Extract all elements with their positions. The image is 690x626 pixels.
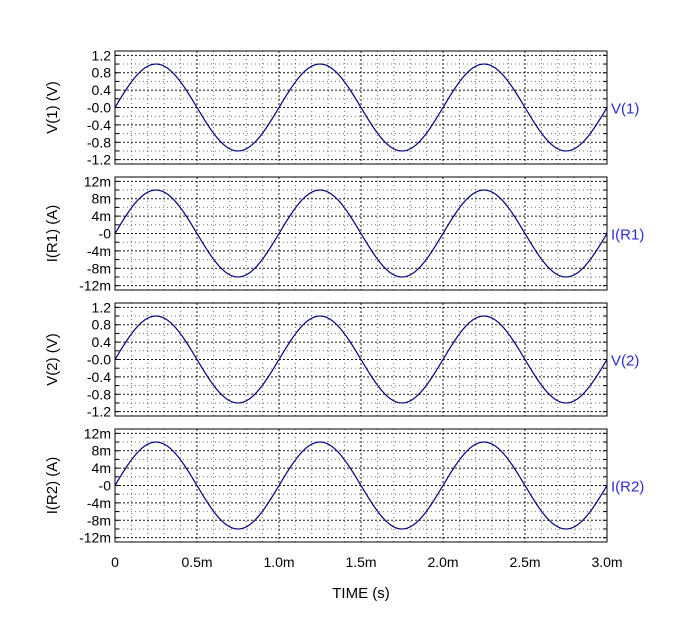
series-label: V(2) [611, 353, 639, 370]
y-tick-label: -0.4 [87, 369, 111, 385]
series-line [114, 441, 608, 530]
y-tick-label: -8m [87, 260, 111, 276]
y-tick-label: 0.4 [92, 82, 112, 98]
y-tick-label: -4m [87, 495, 111, 511]
series-line [114, 63, 608, 152]
y-tick-label: 12m [84, 173, 111, 189]
y-tick-label: 8m [92, 191, 111, 207]
y-tick-label: -0.8 [87, 134, 111, 150]
series-label: I(R2) [611, 479, 644, 496]
y-tick-label: 1.2 [92, 299, 112, 315]
y-tick-label: -1.2 [87, 152, 111, 168]
panel-1: 1.2 0.80.4 -0.0-0.4-0.8 -1.2 V(1) (V) V(1) [44, 47, 639, 167]
y-tick-label: -8m [87, 512, 111, 528]
y-tick-label: -0.0 [87, 352, 111, 368]
y-tick-label: 1.2 [92, 47, 112, 63]
x-tick-label: 1.5m [345, 554, 376, 570]
y-axis-label: I(R1) (A) [44, 205, 61, 263]
y-tick-label: -0.0 [87, 100, 111, 116]
y-tick-label: -1.2 [87, 404, 111, 420]
x-axis-label: TIME (s) [332, 585, 390, 602]
series-line [114, 189, 608, 278]
y-tick-label: -0.4 [87, 117, 111, 133]
y-axis-label: V(1) (V) [44, 81, 61, 134]
x-tick-label: 0 [111, 554, 119, 570]
y-tick-label: 0.4 [92, 334, 112, 350]
x-tick-label: 2.0m [427, 554, 458, 570]
y-tick-label: -0 [99, 226, 112, 242]
x-tick-label: 2.5m [509, 554, 540, 570]
x-tick-label: 0.5m [181, 554, 212, 570]
y-tick-label: 4m [92, 460, 111, 476]
y-tick-label: -4m [87, 243, 111, 259]
y-tick-label: -0 [99, 478, 112, 494]
time-axis: 0 0.5m 1.0m 1.5m 2.0m 2.5m 3.0m [111, 554, 622, 570]
series-label: I(R1) [611, 227, 644, 244]
y-tick-label: -0.8 [87, 386, 111, 402]
y-tick-label: 12m [84, 425, 111, 441]
y-axis-label: V(2) (V) [44, 333, 61, 386]
series-line [114, 315, 608, 404]
x-tick-label: 3.0m [591, 554, 622, 570]
y-tick-label: 0.8 [92, 317, 112, 333]
y-tick-label: 8m [92, 443, 111, 459]
plot-panels: 1.20.80.4-0.0-0.4-0.8-1.2V(1) (V) V(1)12m… [44, 47, 644, 545]
panel-3: 1.2 0.80.4 -0.0-0.4-0.8 -1.2 V(2) (V) V(2) [44, 299, 639, 419]
series-label: V(1) [611, 101, 639, 118]
y-tick-label: -12m [79, 530, 111, 546]
y-axis-label: I(R2) (A) [44, 457, 61, 515]
y-tick-label: 4m [92, 208, 111, 224]
y-tick-label: -12m [79, 278, 111, 294]
y-tick-label: 0.8 [92, 65, 112, 81]
x-tick-label: 1.0m [263, 554, 294, 570]
